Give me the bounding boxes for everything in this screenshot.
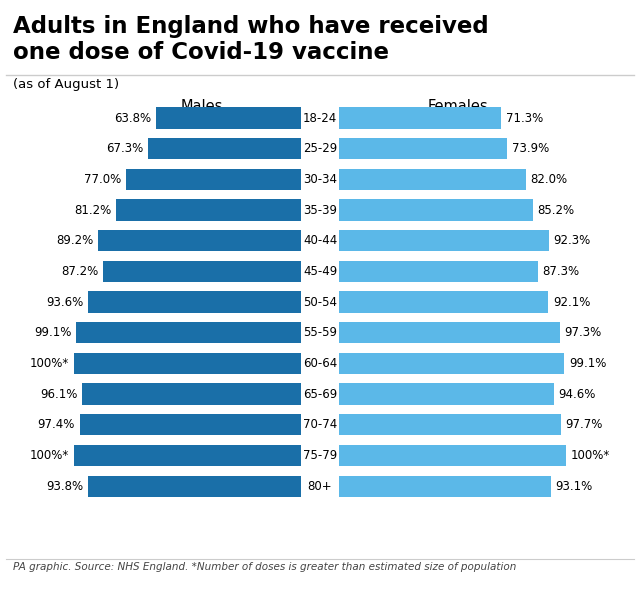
- Text: 35-39: 35-39: [303, 204, 337, 217]
- Bar: [126, 169, 301, 190]
- Text: 60-64: 60-64: [303, 357, 337, 370]
- Text: 77.0%: 77.0%: [84, 173, 122, 186]
- Text: 100%*: 100%*: [30, 449, 69, 462]
- Text: 94.6%: 94.6%: [559, 388, 596, 401]
- Text: 30-34: 30-34: [303, 173, 337, 186]
- Text: 97.7%: 97.7%: [566, 418, 603, 431]
- Bar: [339, 230, 549, 251]
- Text: 71.3%: 71.3%: [506, 112, 543, 124]
- Text: 73.9%: 73.9%: [511, 142, 549, 155]
- Text: Females: Females: [428, 99, 488, 114]
- Text: Males: Males: [180, 99, 223, 114]
- Bar: [88, 476, 301, 497]
- Text: 85.2%: 85.2%: [537, 204, 574, 217]
- Text: PA graphic. Source: NHS England. *Number of doses is greater than estimated size: PA graphic. Source: NHS England. *Number…: [13, 562, 516, 572]
- Text: 18-24: 18-24: [303, 112, 337, 124]
- Bar: [88, 291, 301, 313]
- Bar: [339, 138, 507, 159]
- Bar: [339, 291, 548, 313]
- Bar: [339, 384, 554, 405]
- Text: 45-49: 45-49: [303, 265, 337, 278]
- Bar: [339, 199, 532, 221]
- Text: 100%*: 100%*: [571, 449, 610, 462]
- Bar: [339, 476, 551, 497]
- Bar: [339, 107, 501, 129]
- Text: 40-44: 40-44: [303, 234, 337, 247]
- Bar: [74, 353, 301, 374]
- Text: 50-54: 50-54: [303, 296, 337, 309]
- Text: 93.6%: 93.6%: [47, 296, 84, 309]
- Text: 97.4%: 97.4%: [38, 418, 75, 431]
- Text: 81.2%: 81.2%: [75, 204, 112, 217]
- Text: 65-69: 65-69: [303, 388, 337, 401]
- Bar: [339, 414, 561, 435]
- Text: 93.1%: 93.1%: [556, 480, 593, 493]
- Bar: [339, 353, 564, 374]
- Text: 70-74: 70-74: [303, 418, 337, 431]
- Text: 92.1%: 92.1%: [553, 296, 590, 309]
- Text: 25-29: 25-29: [303, 142, 337, 155]
- Text: 75-79: 75-79: [303, 449, 337, 462]
- Bar: [74, 445, 301, 466]
- Bar: [83, 384, 301, 405]
- Bar: [116, 199, 301, 221]
- Bar: [339, 322, 560, 343]
- Bar: [98, 230, 301, 251]
- Bar: [339, 445, 566, 466]
- Text: 100%*: 100%*: [30, 357, 69, 370]
- Text: 93.8%: 93.8%: [46, 480, 83, 493]
- Text: 99.1%: 99.1%: [34, 326, 71, 339]
- Text: one dose of Covid-19 vaccine: one dose of Covid-19 vaccine: [13, 41, 389, 64]
- Text: 63.8%: 63.8%: [115, 112, 152, 124]
- Text: 67.3%: 67.3%: [106, 142, 143, 155]
- Text: 82.0%: 82.0%: [530, 173, 567, 186]
- Bar: [79, 414, 301, 435]
- Text: 92.3%: 92.3%: [554, 234, 591, 247]
- Bar: [102, 261, 301, 282]
- Text: 97.3%: 97.3%: [564, 326, 602, 339]
- Text: 96.1%: 96.1%: [40, 388, 78, 401]
- Text: (as of August 1): (as of August 1): [13, 78, 119, 91]
- Bar: [148, 138, 301, 159]
- Bar: [339, 261, 538, 282]
- Text: 99.1%: 99.1%: [569, 357, 606, 370]
- Text: 89.2%: 89.2%: [56, 234, 93, 247]
- Text: 87.2%: 87.2%: [61, 265, 98, 278]
- Text: 87.3%: 87.3%: [542, 265, 579, 278]
- Text: Adults in England who have received: Adults in England who have received: [13, 15, 488, 38]
- Text: 55-59: 55-59: [303, 326, 337, 339]
- Bar: [76, 322, 301, 343]
- Bar: [339, 169, 525, 190]
- Text: 80+: 80+: [308, 480, 332, 493]
- Bar: [156, 107, 301, 129]
